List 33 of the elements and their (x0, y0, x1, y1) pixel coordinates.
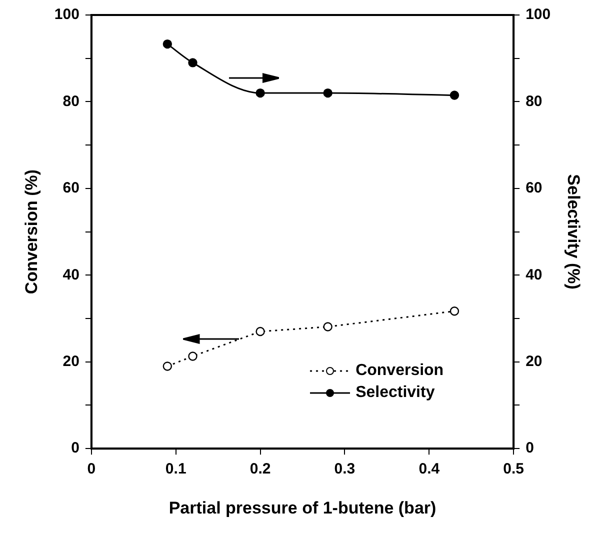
legend-label: Conversion (356, 362, 444, 380)
y2-axis-title: Selectivity (%) (564, 174, 584, 290)
x-tick-label: 0.3 (334, 460, 356, 478)
y-tick-label: 100 (54, 6, 80, 24)
x-tick-label: 0.2 (250, 460, 271, 478)
point (450, 306, 460, 316)
point (323, 88, 332, 98)
y-tick-label: 60 (62, 180, 80, 197)
x-axis-title: Partial pressure of 1-butene (bar) (168, 498, 436, 518)
y2-tick-label: 0 (526, 440, 534, 457)
point (450, 90, 460, 100)
x-tick-label: 0.1 (165, 460, 186, 478)
point (162, 362, 172, 371)
y-tick-label: 0 (71, 440, 80, 457)
point (256, 88, 265, 98)
y2-tick-label: 20 (526, 353, 542, 370)
y2-tick-label: 60 (526, 180, 542, 197)
x-tick-label: 0.4 (418, 460, 440, 478)
point (188, 352, 198, 361)
point (162, 39, 172, 49)
x-tick-label: 0 (87, 460, 96, 478)
point (323, 322, 332, 332)
y2-tick-label: 80 (526, 92, 542, 110)
x-tick-label: 0.5 (503, 460, 524, 478)
y-axis-title: Conversion (%) (22, 169, 41, 294)
y-tick-label: 80 (62, 92, 80, 110)
legend-label: Selectivity (356, 384, 435, 402)
point (188, 58, 198, 68)
point (256, 326, 265, 336)
y2-tick-label: 100 (526, 6, 551, 24)
y2-tick-label: 40 (526, 266, 542, 284)
y-tick-label: 20 (62, 353, 80, 370)
y-tick-label: 40 (62, 266, 80, 284)
